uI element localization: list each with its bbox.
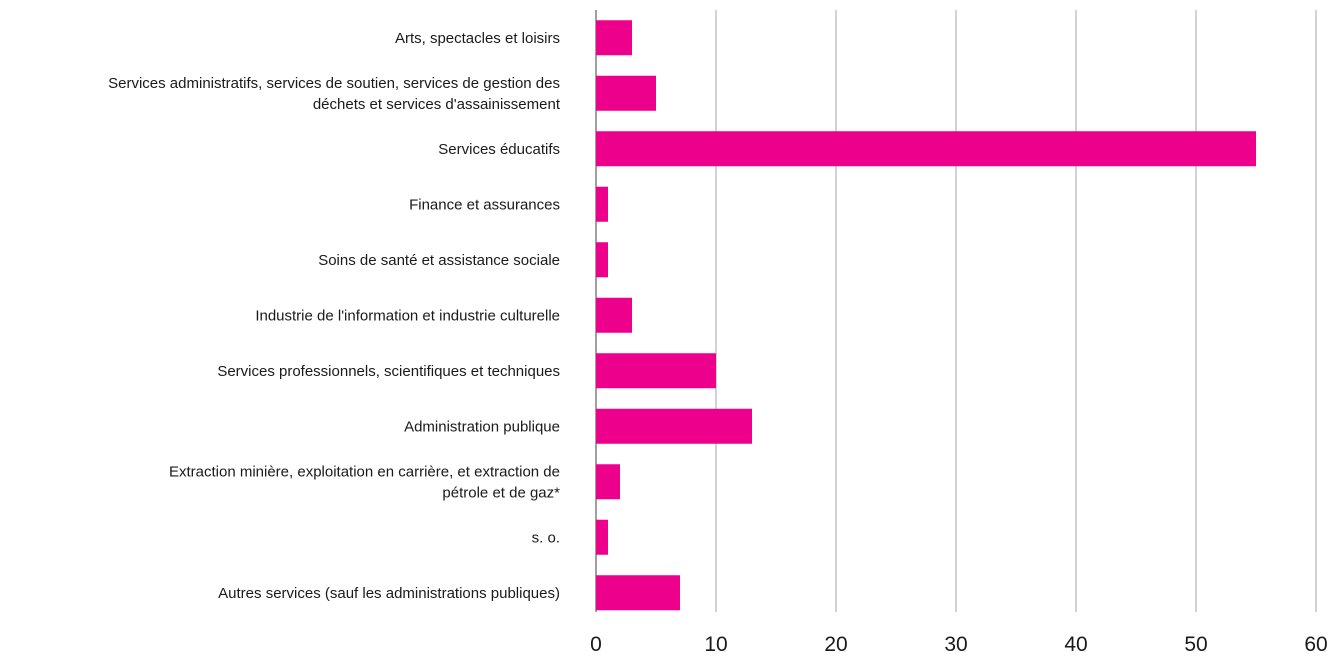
category-label: Services éducatifs (438, 141, 560, 158)
bar (596, 353, 716, 389)
x-tick-label: 20 (824, 633, 847, 656)
bar (596, 75, 656, 111)
category-label: Soins de santé et assistance sociale (318, 252, 560, 269)
x-tick-label: 50 (1184, 633, 1207, 656)
category-label: Administration publique (404, 418, 560, 435)
x-tick-label: 40 (1064, 633, 1087, 656)
bar (596, 242, 608, 278)
bar (596, 297, 632, 333)
bar (596, 20, 632, 56)
category-label: Industrie de l'information et industrie … (255, 307, 560, 324)
bar (596, 408, 752, 444)
category-label: s. o. (532, 529, 560, 546)
category-label: Finance et assurances (409, 196, 560, 213)
x-tick-label: 30 (944, 633, 967, 656)
bar (596, 519, 608, 555)
x-tick-label: 60 (1304, 633, 1327, 656)
category-labels: Arts, spectacles et loisirs Services admi… (108, 30, 561, 602)
bars (596, 20, 1256, 611)
x-tick-label: 0 (590, 633, 602, 656)
category-label: pétrole et de gaz* (442, 484, 560, 501)
category-label: déchets et services d'assainissement (313, 96, 561, 113)
gridlines (595, 10, 1317, 612)
category-label: Autres services (sauf les administration… (218, 585, 560, 602)
x-tick-labels: 0 10 20 30 40 50 60 (590, 633, 1328, 656)
category-label: Arts, spectacles et loisirs (395, 30, 560, 47)
bar (596, 131, 1256, 167)
bar (596, 186, 608, 222)
category-label: Services administratifs, services de sou… (108, 75, 560, 92)
category-label: Extraction minière, exploitation en carr… (169, 463, 560, 480)
x-tick-label: 10 (704, 633, 727, 656)
category-label: Services professionnels, scientifiques e… (217, 363, 560, 380)
bar (596, 464, 620, 500)
bar (596, 575, 680, 611)
